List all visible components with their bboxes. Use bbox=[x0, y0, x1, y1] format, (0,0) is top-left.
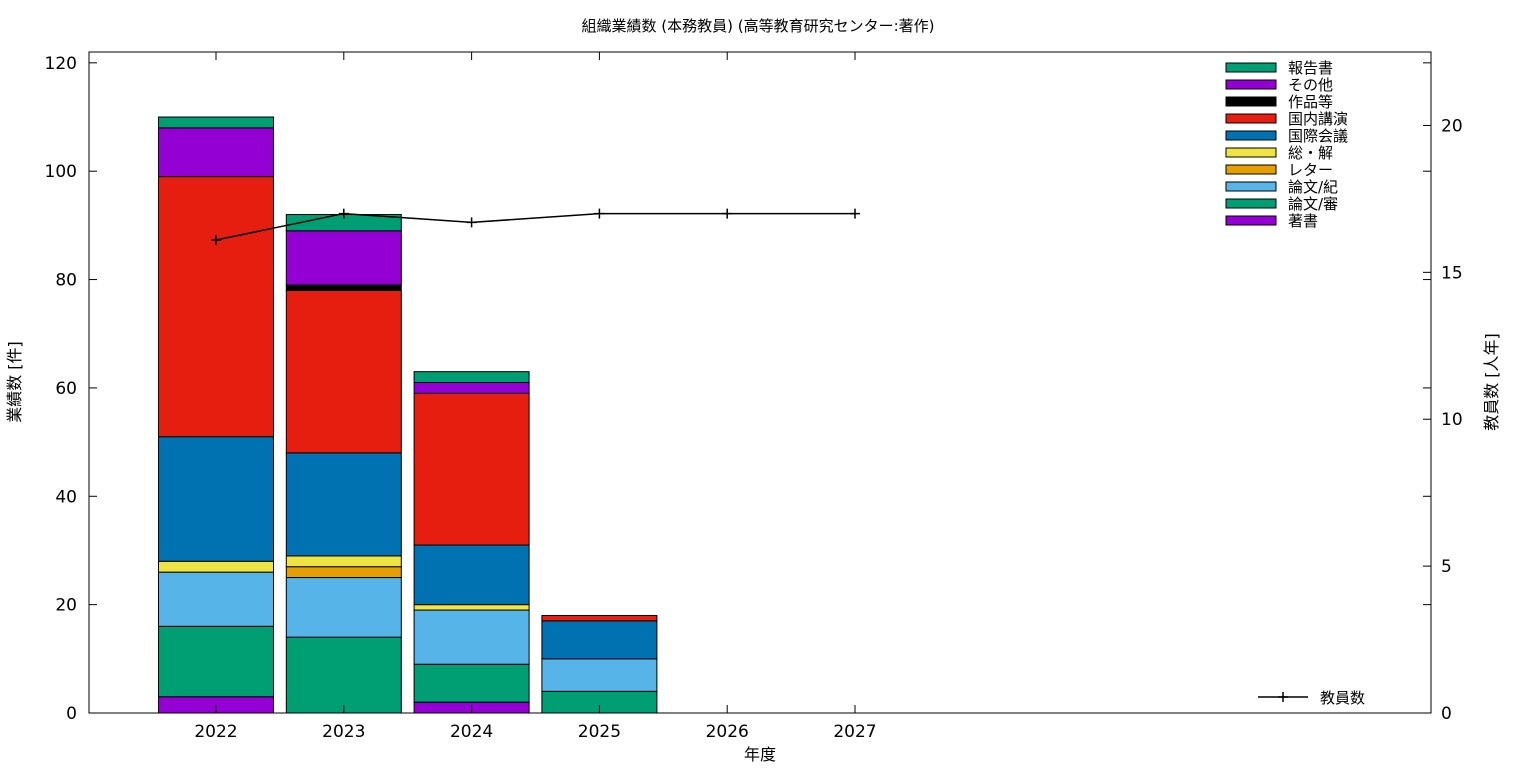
bar-segment-2022-6 bbox=[158, 176, 274, 438]
legend-swatch bbox=[1225, 147, 1277, 158]
y2-tick-label: 15 bbox=[1441, 263, 1463, 283]
legend-swatch bbox=[1225, 164, 1277, 175]
y2-tick-label: 10 bbox=[1441, 410, 1463, 430]
bar-segment-2022-4 bbox=[158, 560, 274, 573]
legend-label: 国内講演 bbox=[1288, 110, 1348, 128]
line-point-marker bbox=[211, 235, 221, 246]
bar-segment-2023-6 bbox=[285, 289, 402, 454]
legend-label: 国際会議 bbox=[1288, 127, 1348, 145]
legend-swatch bbox=[1225, 130, 1277, 141]
y-tick-label: 0 bbox=[66, 704, 77, 724]
ticks-layer: 0 20 40 60 80 100 120 0 5 10 15 20 2022 2023 2024 2025 2… bbox=[45, 52, 1463, 742]
line-layer bbox=[211, 208, 860, 246]
bar-segment-2024-4 bbox=[413, 604, 530, 611]
bar-segment-2023-1 bbox=[285, 636, 402, 714]
line-point-marker bbox=[722, 208, 733, 219]
y2-tick-label: 0 bbox=[1441, 704, 1452, 724]
legend-swatch bbox=[1225, 198, 1277, 209]
bar-segment-2024-9 bbox=[413, 371, 530, 384]
bar-segment-2022-8 bbox=[158, 127, 274, 178]
legend-swatch bbox=[1225, 96, 1277, 107]
bar-segment-2023-5 bbox=[285, 452, 402, 557]
legend-swatch bbox=[1225, 113, 1277, 124]
legend-swatch bbox=[1225, 215, 1277, 226]
bar-segment-2023-4 bbox=[285, 555, 402, 568]
y-tick-label: 40 bbox=[55, 487, 77, 507]
legend-line-marker bbox=[1278, 692, 1288, 702]
bar-segment-2025-5 bbox=[541, 620, 658, 660]
line-point-marker bbox=[338, 208, 349, 219]
bar-segment-2022-1 bbox=[158, 625, 274, 698]
plot-frame bbox=[88, 51, 1432, 714]
x-tick-label: 2027 bbox=[833, 722, 876, 742]
x-axis-label: 年度 bbox=[744, 745, 776, 764]
bar-segment-2024-5 bbox=[413, 544, 530, 606]
line-series-faculty bbox=[215, 212, 855, 241]
bars-layer bbox=[158, 116, 658, 714]
chart-title: 組織業績数 (本務教員) (高等教育研究センター:著作) bbox=[581, 17, 934, 35]
legend-label: その他 bbox=[1288, 76, 1333, 94]
legend-label: 論文/審 bbox=[1288, 195, 1338, 213]
y2-axis-label: 教員数 [人年] bbox=[1482, 333, 1501, 431]
bar-segment-2023-8 bbox=[285, 230, 402, 286]
x-tick-label: 2022 bbox=[194, 722, 237, 742]
bar-segment-2022-5 bbox=[158, 436, 274, 562]
line-point-marker bbox=[850, 208, 860, 219]
legend-label: 作品等 bbox=[1288, 93, 1333, 111]
legend-label: 報告書 bbox=[1288, 59, 1333, 77]
bar-segment-2024-1 bbox=[413, 663, 530, 703]
legend-label: 著書 bbox=[1288, 212, 1318, 230]
bar-segment-2024-2 bbox=[413, 609, 530, 665]
line-point-marker bbox=[594, 208, 605, 219]
legend-line-label: 教員数 bbox=[1320, 689, 1365, 707]
x-tick-label: 2025 bbox=[578, 722, 621, 742]
bar-segment-2024-6 bbox=[413, 392, 530, 546]
y2-tick-label: 5 bbox=[1441, 557, 1452, 577]
x-tick-label: 2024 bbox=[450, 722, 493, 742]
y-tick-label: 20 bbox=[55, 596, 77, 616]
legend-label: 総・解 bbox=[1288, 144, 1333, 162]
y-tick-label: 80 bbox=[55, 271, 77, 291]
x-tick-label: 2023 bbox=[322, 722, 365, 742]
y-tick-label: 100 bbox=[45, 162, 77, 182]
bar-segment-2025-6 bbox=[541, 614, 658, 622]
bar-segment-2022-9 bbox=[158, 116, 274, 129]
y-tick-label: 120 bbox=[45, 54, 77, 74]
bar-segment-2023-2 bbox=[285, 577, 402, 638]
y2-tick-label: 20 bbox=[1441, 116, 1463, 136]
legend-swatch bbox=[1225, 181, 1277, 192]
legend-label: 論文/紀 bbox=[1288, 178, 1338, 196]
legend-label: レター bbox=[1288, 161, 1333, 179]
line-point-marker bbox=[466, 217, 477, 228]
bar-segment-2023-3 bbox=[285, 566, 402, 579]
bar-segment-2023-7 bbox=[285, 284, 402, 291]
y-tick-label: 60 bbox=[55, 379, 77, 399]
y-axis-label: 業績数 [件] bbox=[5, 341, 24, 423]
bar-segment-2024-8 bbox=[413, 382, 530, 394]
bar-segment-2025-2 bbox=[541, 658, 658, 692]
legend-swatch bbox=[1225, 79, 1277, 90]
legend-swatch bbox=[1225, 62, 1277, 73]
x-tick-label: 2026 bbox=[706, 722, 749, 742]
bar-segment-2022-2 bbox=[158, 571, 274, 627]
